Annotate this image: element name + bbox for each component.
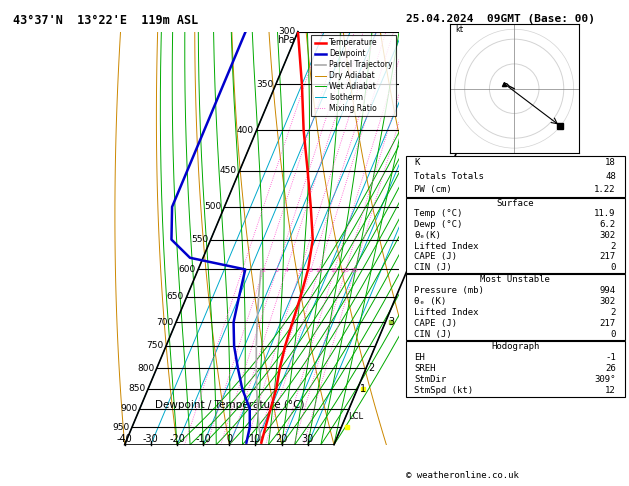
Text: Lifted Index: Lifted Index	[415, 308, 479, 317]
Text: -40: -40	[117, 434, 133, 444]
Text: θₑ(K): θₑ(K)	[415, 231, 442, 240]
Text: 302: 302	[599, 231, 616, 240]
Text: 7: 7	[510, 27, 516, 36]
Text: 5: 5	[423, 235, 429, 244]
Text: 450: 450	[220, 166, 237, 175]
Text: Hodograph: Hodograph	[491, 342, 539, 351]
Text: © weatheronline.co.uk: © weatheronline.co.uk	[406, 471, 518, 480]
Text: -30: -30	[143, 434, 159, 444]
Text: 302: 302	[599, 297, 616, 306]
Text: 850: 850	[128, 384, 145, 394]
Text: 300: 300	[278, 27, 296, 36]
Text: Lifted Index: Lifted Index	[415, 242, 479, 251]
Text: Mixing Ratio (g/kg): Mixing Ratio (g/kg)	[424, 229, 433, 309]
Text: 18: 18	[605, 158, 616, 167]
Text: 217: 217	[599, 319, 616, 328]
Text: 20: 20	[276, 434, 288, 444]
Text: EH: EH	[415, 353, 425, 362]
Text: 350: 350	[256, 80, 273, 89]
Text: 4: 4	[410, 264, 416, 275]
Text: 1: 1	[240, 268, 245, 273]
Text: 43°37'N  13°22'E  119m ASL: 43°37'N 13°22'E 119m ASL	[13, 14, 198, 27]
Text: 994: 994	[599, 286, 616, 295]
Text: Dewpoint / Temperature (°C): Dewpoint / Temperature (°C)	[155, 400, 304, 410]
Text: 217: 217	[599, 253, 616, 261]
Text: 3: 3	[275, 268, 279, 273]
Text: Pressure (mb): Pressure (mb)	[415, 286, 484, 295]
Text: 15: 15	[331, 268, 338, 273]
Text: -20: -20	[169, 434, 185, 444]
Text: 400: 400	[237, 126, 254, 135]
Text: 4: 4	[284, 268, 289, 273]
Text: 2: 2	[611, 242, 616, 251]
Text: PW (cm): PW (cm)	[415, 186, 452, 194]
Text: 8: 8	[309, 268, 313, 273]
Text: 750: 750	[146, 342, 164, 350]
Text: 2: 2	[262, 268, 265, 273]
Text: 12: 12	[605, 386, 616, 396]
Text: 500: 500	[204, 202, 222, 211]
Text: 11.9: 11.9	[594, 209, 616, 218]
Text: CAPE (J): CAPE (J)	[415, 319, 457, 328]
Text: 10: 10	[249, 434, 262, 444]
Text: 0: 0	[611, 263, 616, 272]
Text: 10: 10	[315, 268, 323, 273]
Text: LCL: LCL	[348, 412, 364, 420]
Legend: Temperature, Dewpoint, Parcel Trajectory, Dry Adiabat, Wet Adiabat, Isotherm, Mi: Temperature, Dewpoint, Parcel Trajectory…	[311, 35, 396, 116]
Text: 25: 25	[351, 268, 359, 273]
Text: CAPE (J): CAPE (J)	[415, 253, 457, 261]
Text: hPa: hPa	[277, 35, 296, 45]
Text: 0: 0	[611, 330, 616, 339]
Text: 309°: 309°	[594, 375, 616, 384]
Text: 20: 20	[342, 268, 350, 273]
Text: Totals Totals: Totals Totals	[415, 172, 484, 181]
Text: 0: 0	[226, 434, 232, 444]
Text: 30: 30	[302, 434, 314, 444]
Text: 2: 2	[611, 308, 616, 317]
Text: θₑ (K): θₑ (K)	[415, 297, 447, 306]
Text: StmSpd (kt): StmSpd (kt)	[415, 386, 474, 396]
Text: 1.22: 1.22	[594, 186, 616, 194]
Text: SREH: SREH	[415, 364, 436, 373]
Text: 800: 800	[137, 364, 154, 373]
Text: 26: 26	[605, 364, 616, 373]
Text: -10: -10	[195, 434, 211, 444]
Text: Surface: Surface	[496, 199, 534, 208]
Text: Dewp (°C): Dewp (°C)	[415, 220, 463, 229]
Text: K: K	[415, 158, 420, 167]
Text: 48: 48	[605, 172, 616, 181]
Text: 650: 650	[167, 293, 184, 301]
Text: CIN (J): CIN (J)	[415, 263, 452, 272]
Text: 6: 6	[299, 268, 303, 273]
Text: -1: -1	[605, 353, 616, 362]
Text: Most Unstable: Most Unstable	[480, 275, 550, 284]
Text: Temp (°C): Temp (°C)	[415, 209, 463, 218]
Text: 2: 2	[369, 363, 375, 373]
Text: 550: 550	[191, 235, 208, 244]
Text: 950: 950	[112, 423, 130, 432]
Text: StmDir: StmDir	[415, 375, 447, 384]
Text: 25.04.2024  09GMT (Base: 00): 25.04.2024 09GMT (Base: 00)	[406, 14, 594, 24]
Text: 3: 3	[388, 317, 394, 327]
Text: 1: 1	[360, 384, 366, 394]
Text: CIN (J): CIN (J)	[415, 330, 452, 339]
Text: 700: 700	[156, 318, 174, 327]
Text: 6.2: 6.2	[599, 220, 616, 229]
Text: kt: kt	[455, 25, 463, 34]
Text: km
ASL: km ASL	[510, 26, 526, 45]
Text: 6: 6	[452, 166, 458, 176]
Text: 600: 600	[178, 265, 196, 274]
Text: 900: 900	[120, 404, 137, 413]
